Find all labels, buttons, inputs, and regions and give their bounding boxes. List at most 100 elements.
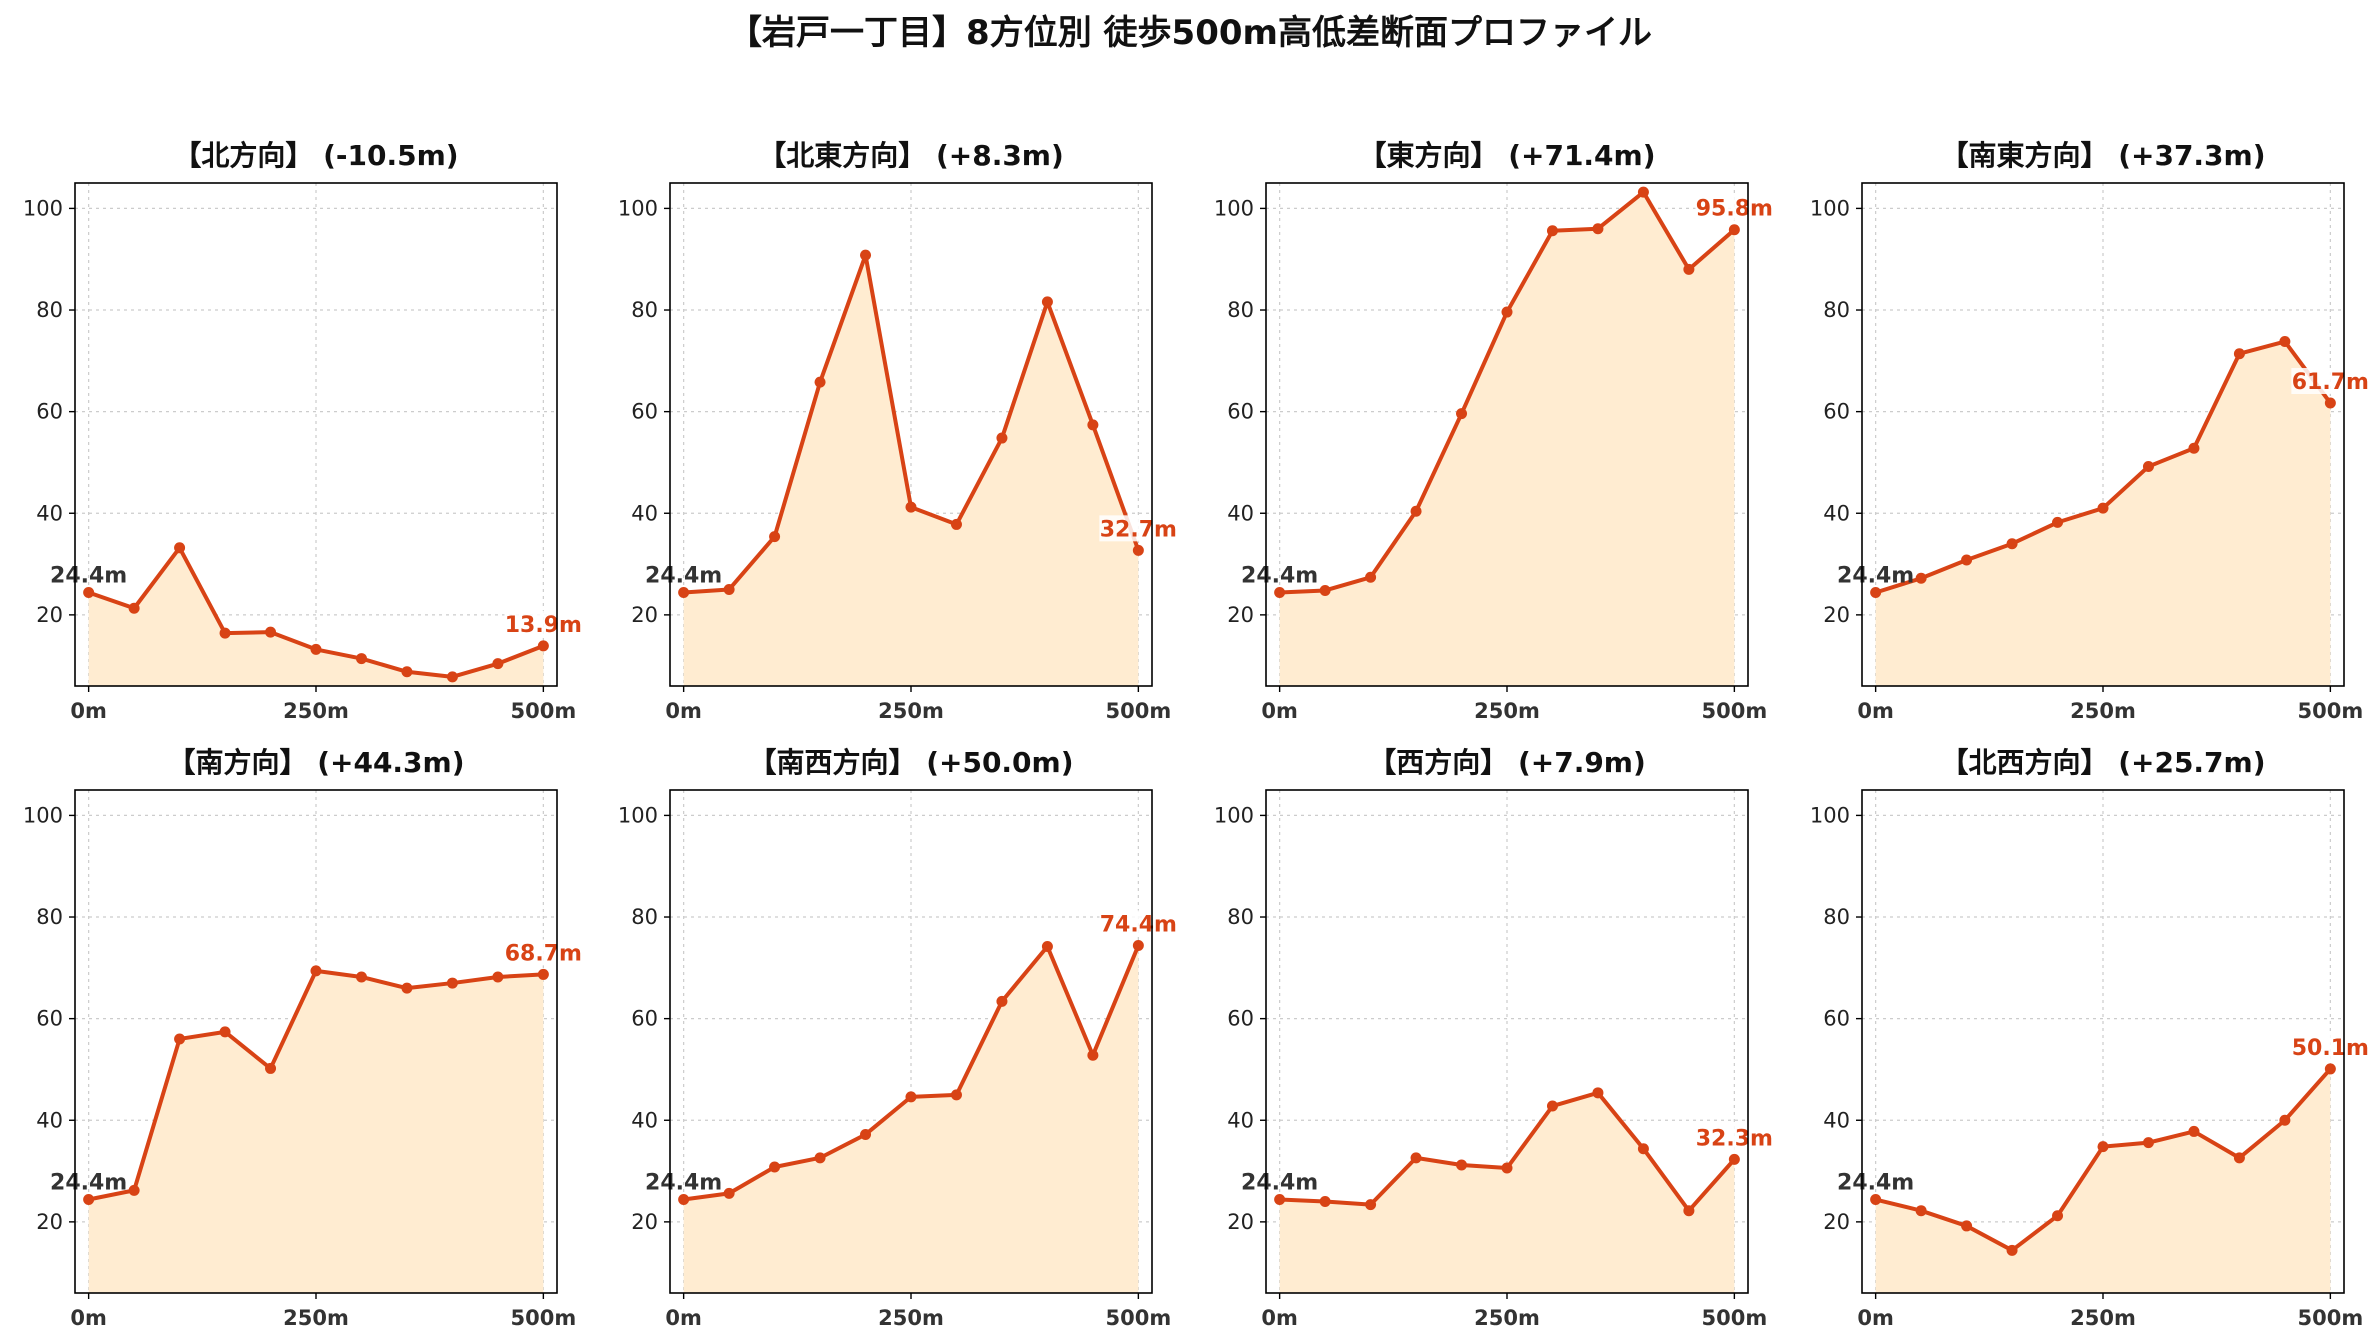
axes-frame [1265, 182, 1749, 687]
elevation-point [1683, 1205, 1695, 1217]
elevation-point [2097, 502, 2109, 514]
start-elevation-label: 24.4m [50, 564, 127, 589]
elevation-point [2006, 538, 2018, 550]
elevation-point [128, 602, 140, 614]
elevation-point [83, 587, 95, 599]
elevation-point [1637, 186, 1649, 198]
elevation-point [1041, 296, 1053, 308]
y-tick-label: 80 [1227, 298, 1254, 322]
elevation-area-fill [683, 945, 1139, 1293]
y-tick-label: 100 [1810, 196, 1850, 220]
end-elevation-label: 61.7m [2292, 370, 2369, 395]
start-elevation-label: 24.4m [1837, 1171, 1914, 1196]
x-tick-label: 0m [665, 699, 702, 723]
y-tick-label: 60 [1823, 400, 1850, 424]
end-elevation-label: 68.7m [505, 941, 582, 966]
end-label-background [504, 610, 583, 637]
panel-title: 【西方向】 (+7.9m) [1368, 746, 1646, 779]
x-tick-label: 500m [1105, 699, 1171, 723]
elevation-point [265, 1062, 277, 1074]
elevation-area-fill [1875, 1068, 2331, 1293]
y-tick-label: 80 [36, 298, 63, 322]
end-label-background [1099, 910, 1178, 937]
elevation-point [2188, 442, 2200, 454]
elevation-point [401, 666, 413, 678]
elevation-point [769, 1161, 781, 1173]
elevation-point [1546, 1100, 1558, 1112]
elevation-point [219, 627, 231, 639]
elevation-point [678, 587, 690, 599]
y-tick-label: 40 [1823, 1108, 1850, 1132]
x-tick-label: 250m [2070, 699, 2136, 723]
elevation-point [2279, 1114, 2291, 1126]
x-tick-label: 500m [510, 1306, 576, 1330]
elevation-point [1087, 419, 1099, 431]
x-tick-label: 250m [1474, 699, 1540, 723]
elevation-point [996, 432, 1008, 444]
panel-grid: 【北方向】 (-10.5m) 20 40 60 80 100 0m 250m 500m 24.4m… [23, 139, 2370, 1330]
panel-title: 【南西方向】 (+50.0m) [748, 746, 1073, 779]
x-tick-label: 0m [1857, 1306, 1894, 1330]
x-tick-label: 500m [510, 699, 576, 723]
end-elevation-label: 74.4m [1100, 912, 1177, 937]
y-tick-label: 40 [631, 1108, 658, 1132]
y-tick-label: 20 [631, 1210, 658, 1234]
y-tick-label: 60 [631, 1007, 658, 1031]
y-tick-label: 20 [1823, 603, 1850, 627]
y-tick-label: 40 [36, 501, 63, 525]
x-tick-label: 0m [1261, 1306, 1298, 1330]
axes-frame [1861, 182, 2345, 687]
elevation-point [2233, 1152, 2245, 1164]
panel-5: 【南西方向】 (+50.0m) 20 40 60 80 100 0m 250m 500m 24.4… [618, 746, 1178, 1330]
elevation-point [1637, 1143, 1649, 1155]
x-tick-label: 250m [283, 699, 349, 723]
y-tick-label: 100 [1810, 803, 1850, 827]
y-tick-label: 60 [1823, 1007, 1850, 1031]
elevation-point [2324, 397, 2336, 409]
panel-title: 【北西方向】 (+25.7m) [1940, 746, 2265, 779]
x-tick-label: 500m [1105, 1306, 1171, 1330]
elevation-point [1365, 1199, 1377, 1211]
y-tick-label: 60 [36, 1007, 63, 1031]
elevation-point [1041, 940, 1053, 952]
elevation-point [2052, 516, 2064, 528]
axes-frame [74, 182, 558, 687]
y-tick-label: 40 [1823, 501, 1850, 525]
y-tick-label: 100 [23, 803, 63, 827]
elevation-point [723, 583, 735, 595]
elevation-point [310, 965, 322, 977]
elevation-point [2142, 1137, 2154, 1149]
panel-7: 【北西方向】 (+25.7m) 20 40 60 80 100 0m 250m 500m 24.4… [1810, 746, 2370, 1330]
elevation-area-fill [88, 547, 544, 686]
elevation-point [2142, 461, 2154, 473]
y-tick-label: 80 [631, 298, 658, 322]
elevation-point [950, 518, 962, 530]
elevation-point [537, 640, 549, 652]
elevation-point [2006, 1244, 2018, 1256]
panel-title: 【北東方向】 (+8.3m) [758, 139, 1064, 172]
elevation-point [814, 1152, 826, 1164]
end-elevation-label: 32.3m [1696, 1126, 1773, 1151]
panel-title: 【南方向】 (+44.3m) [167, 746, 464, 779]
panel-2: 【東方向】 (+71.4m) 20 40 60 80 100 0m 250m 500m 24.4m… [1214, 139, 1774, 723]
y-tick-label: 40 [1227, 1108, 1254, 1132]
elevation-point [1365, 571, 1377, 583]
elevation-point [1915, 1205, 1927, 1217]
elevation-point [1870, 587, 1882, 599]
panel-0: 【北方向】 (-10.5m) 20 40 60 80 100 0m 250m 500m 24.4m… [23, 139, 583, 723]
panel-6: 【西方向】 (+7.9m) 20 40 60 80 100 0m 250m 500m 24.4m 3… [1214, 746, 1774, 1330]
elevation-point [2188, 1125, 2200, 1137]
panel-3: 【南東方向】 (+37.3m) 20 40 60 80 100 0m 250m 500m 24.4… [1810, 139, 2370, 723]
y-tick-label: 100 [1214, 196, 1254, 220]
y-tick-label: 20 [1823, 1210, 1850, 1234]
x-tick-label: 250m [283, 1306, 349, 1330]
elevation-point [905, 1091, 917, 1103]
elevation-point [128, 1184, 140, 1196]
elevation-point [1132, 544, 1144, 556]
y-tick-label: 100 [1214, 803, 1254, 827]
elevation-point [2097, 1141, 2109, 1153]
end-label-background [2291, 1033, 2370, 1060]
elevation-point [1456, 1159, 1468, 1171]
y-tick-label: 40 [631, 501, 658, 525]
elevation-point [1501, 1162, 1513, 1174]
